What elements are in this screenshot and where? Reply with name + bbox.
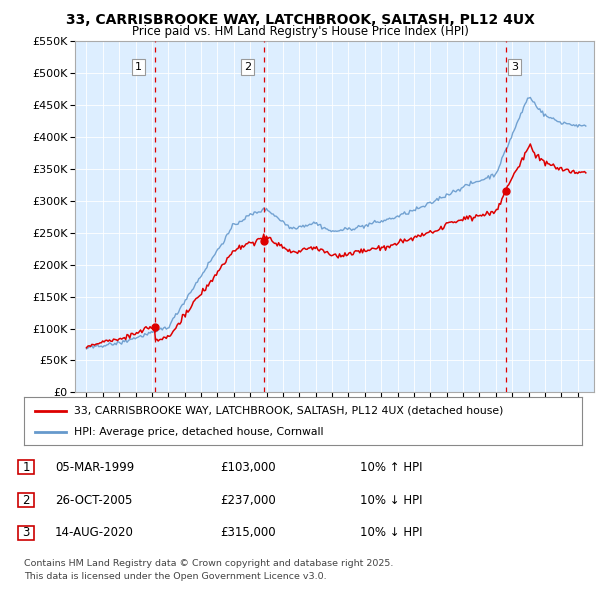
Text: 1: 1 — [135, 62, 142, 72]
Text: 14-AUG-2020: 14-AUG-2020 — [55, 526, 134, 539]
Text: 2: 2 — [22, 493, 30, 507]
Text: HPI: Average price, detached house, Cornwall: HPI: Average price, detached house, Corn… — [74, 427, 324, 437]
Text: 05-MAR-1999: 05-MAR-1999 — [55, 461, 134, 474]
Text: 33, CARRISBROOKE WAY, LATCHBROOK, SALTASH, PL12 4UX: 33, CARRISBROOKE WAY, LATCHBROOK, SALTAS… — [65, 13, 535, 27]
Text: £103,000: £103,000 — [220, 461, 275, 474]
FancyBboxPatch shape — [18, 460, 34, 474]
Text: £315,000: £315,000 — [220, 526, 275, 539]
FancyBboxPatch shape — [18, 526, 34, 540]
Text: 10% ↑ HPI: 10% ↑ HPI — [360, 461, 422, 474]
Text: 2: 2 — [244, 62, 251, 72]
Text: 33, CARRISBROOKE WAY, LATCHBROOK, SALTASH, PL12 4UX (detached house): 33, CARRISBROOKE WAY, LATCHBROOK, SALTAS… — [74, 405, 503, 415]
Text: 10% ↓ HPI: 10% ↓ HPI — [360, 493, 422, 507]
Text: 26-OCT-2005: 26-OCT-2005 — [55, 493, 133, 507]
Text: 3: 3 — [22, 526, 29, 539]
Text: Price paid vs. HM Land Registry's House Price Index (HPI): Price paid vs. HM Land Registry's House … — [131, 25, 469, 38]
FancyBboxPatch shape — [18, 493, 34, 507]
Text: £237,000: £237,000 — [220, 493, 276, 507]
Text: 10% ↓ HPI: 10% ↓ HPI — [360, 526, 422, 539]
Text: 3: 3 — [511, 62, 518, 72]
Text: Contains HM Land Registry data © Crown copyright and database right 2025.: Contains HM Land Registry data © Crown c… — [24, 559, 394, 568]
Text: 1: 1 — [22, 461, 30, 474]
Text: This data is licensed under the Open Government Licence v3.0.: This data is licensed under the Open Gov… — [24, 572, 326, 581]
